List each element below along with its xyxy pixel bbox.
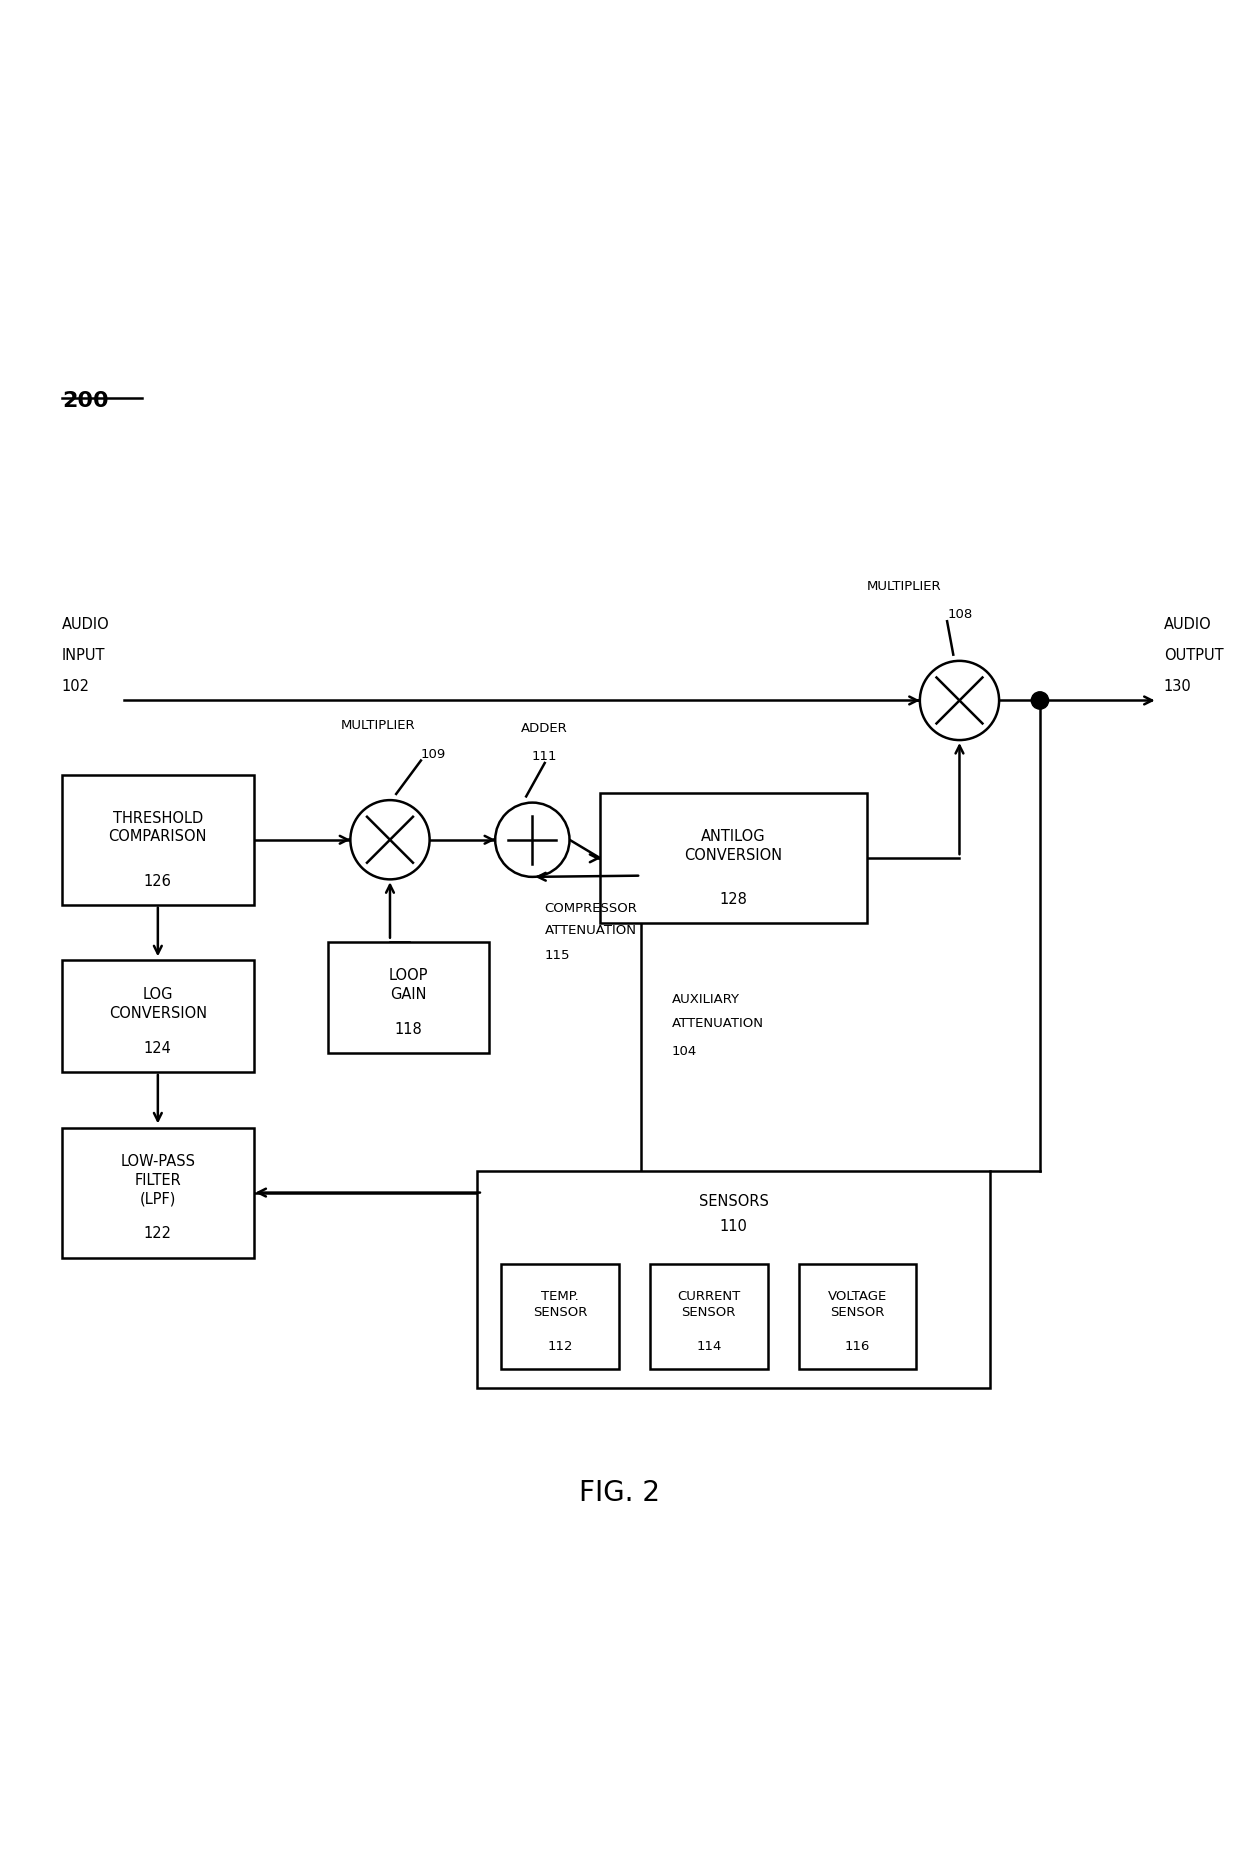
Text: ATTENUATION: ATTENUATION	[544, 924, 636, 937]
Text: ANTILOG
CONVERSION: ANTILOG CONVERSION	[684, 829, 782, 863]
Text: LOOP
GAIN: LOOP GAIN	[389, 969, 428, 1002]
Bar	[62, 775, 254, 905]
Text: 115: 115	[544, 948, 570, 961]
Text: ADDER: ADDER	[521, 721, 568, 734]
Circle shape	[495, 803, 569, 877]
Text: COMPRESSOR: COMPRESSOR	[544, 902, 637, 915]
Text: ATTENUATION: ATTENUATION	[672, 1017, 764, 1030]
Text: FIG. 2: FIG. 2	[579, 1478, 660, 1508]
Text: INPUT: INPUT	[62, 649, 105, 664]
Text: 130: 130	[1164, 679, 1192, 693]
Text: 128: 128	[719, 892, 748, 907]
Text: 104: 104	[672, 1045, 697, 1058]
Bar	[600, 794, 867, 924]
Text: THRESHOLD
COMPARISON: THRESHOLD COMPARISON	[109, 811, 207, 844]
Bar	[799, 1264, 916, 1368]
Text: AUDIO: AUDIO	[1164, 617, 1211, 632]
Bar	[476, 1171, 991, 1387]
Text: VOLTAGE
SENSOR: VOLTAGE SENSOR	[828, 1290, 887, 1318]
Text: 122: 122	[144, 1227, 172, 1242]
Circle shape	[351, 799, 429, 879]
Bar	[501, 1264, 619, 1368]
Text: 102: 102	[62, 679, 91, 693]
Text: MULTIPLIER: MULTIPLIER	[867, 580, 941, 593]
Text: MULTIPLIER: MULTIPLIER	[340, 719, 415, 732]
Text: LOG
CONVERSION: LOG CONVERSION	[109, 987, 207, 1021]
Text: 118: 118	[394, 1022, 423, 1037]
Text: SENSORS: SENSORS	[698, 1193, 769, 1210]
Text: LOW-PASS
FILTER
(LPF): LOW-PASS FILTER (LPF)	[120, 1154, 196, 1206]
Text: AUDIO: AUDIO	[62, 617, 109, 632]
Bar	[650, 1264, 768, 1368]
Text: 126: 126	[144, 874, 172, 889]
Text: 114: 114	[696, 1340, 722, 1353]
Circle shape	[920, 660, 999, 740]
Text: 124: 124	[144, 1041, 172, 1056]
Text: 111: 111	[532, 749, 558, 762]
Text: 112: 112	[548, 1340, 573, 1353]
Text: 109: 109	[420, 747, 446, 760]
Text: 110: 110	[719, 1220, 748, 1234]
Bar	[62, 1128, 254, 1257]
Text: CURRENT
SENSOR: CURRENT SENSOR	[677, 1290, 740, 1318]
Text: AUXILIARY: AUXILIARY	[672, 993, 740, 1006]
Text: TEMP.
SENSOR: TEMP. SENSOR	[533, 1290, 588, 1318]
Text: OUTPUT: OUTPUT	[1164, 649, 1224, 664]
Bar	[62, 961, 254, 1073]
Text: 200: 200	[62, 390, 109, 411]
Text: 108: 108	[947, 608, 972, 621]
Bar	[329, 943, 489, 1054]
Text: 116: 116	[844, 1340, 870, 1353]
Circle shape	[1032, 692, 1049, 708]
